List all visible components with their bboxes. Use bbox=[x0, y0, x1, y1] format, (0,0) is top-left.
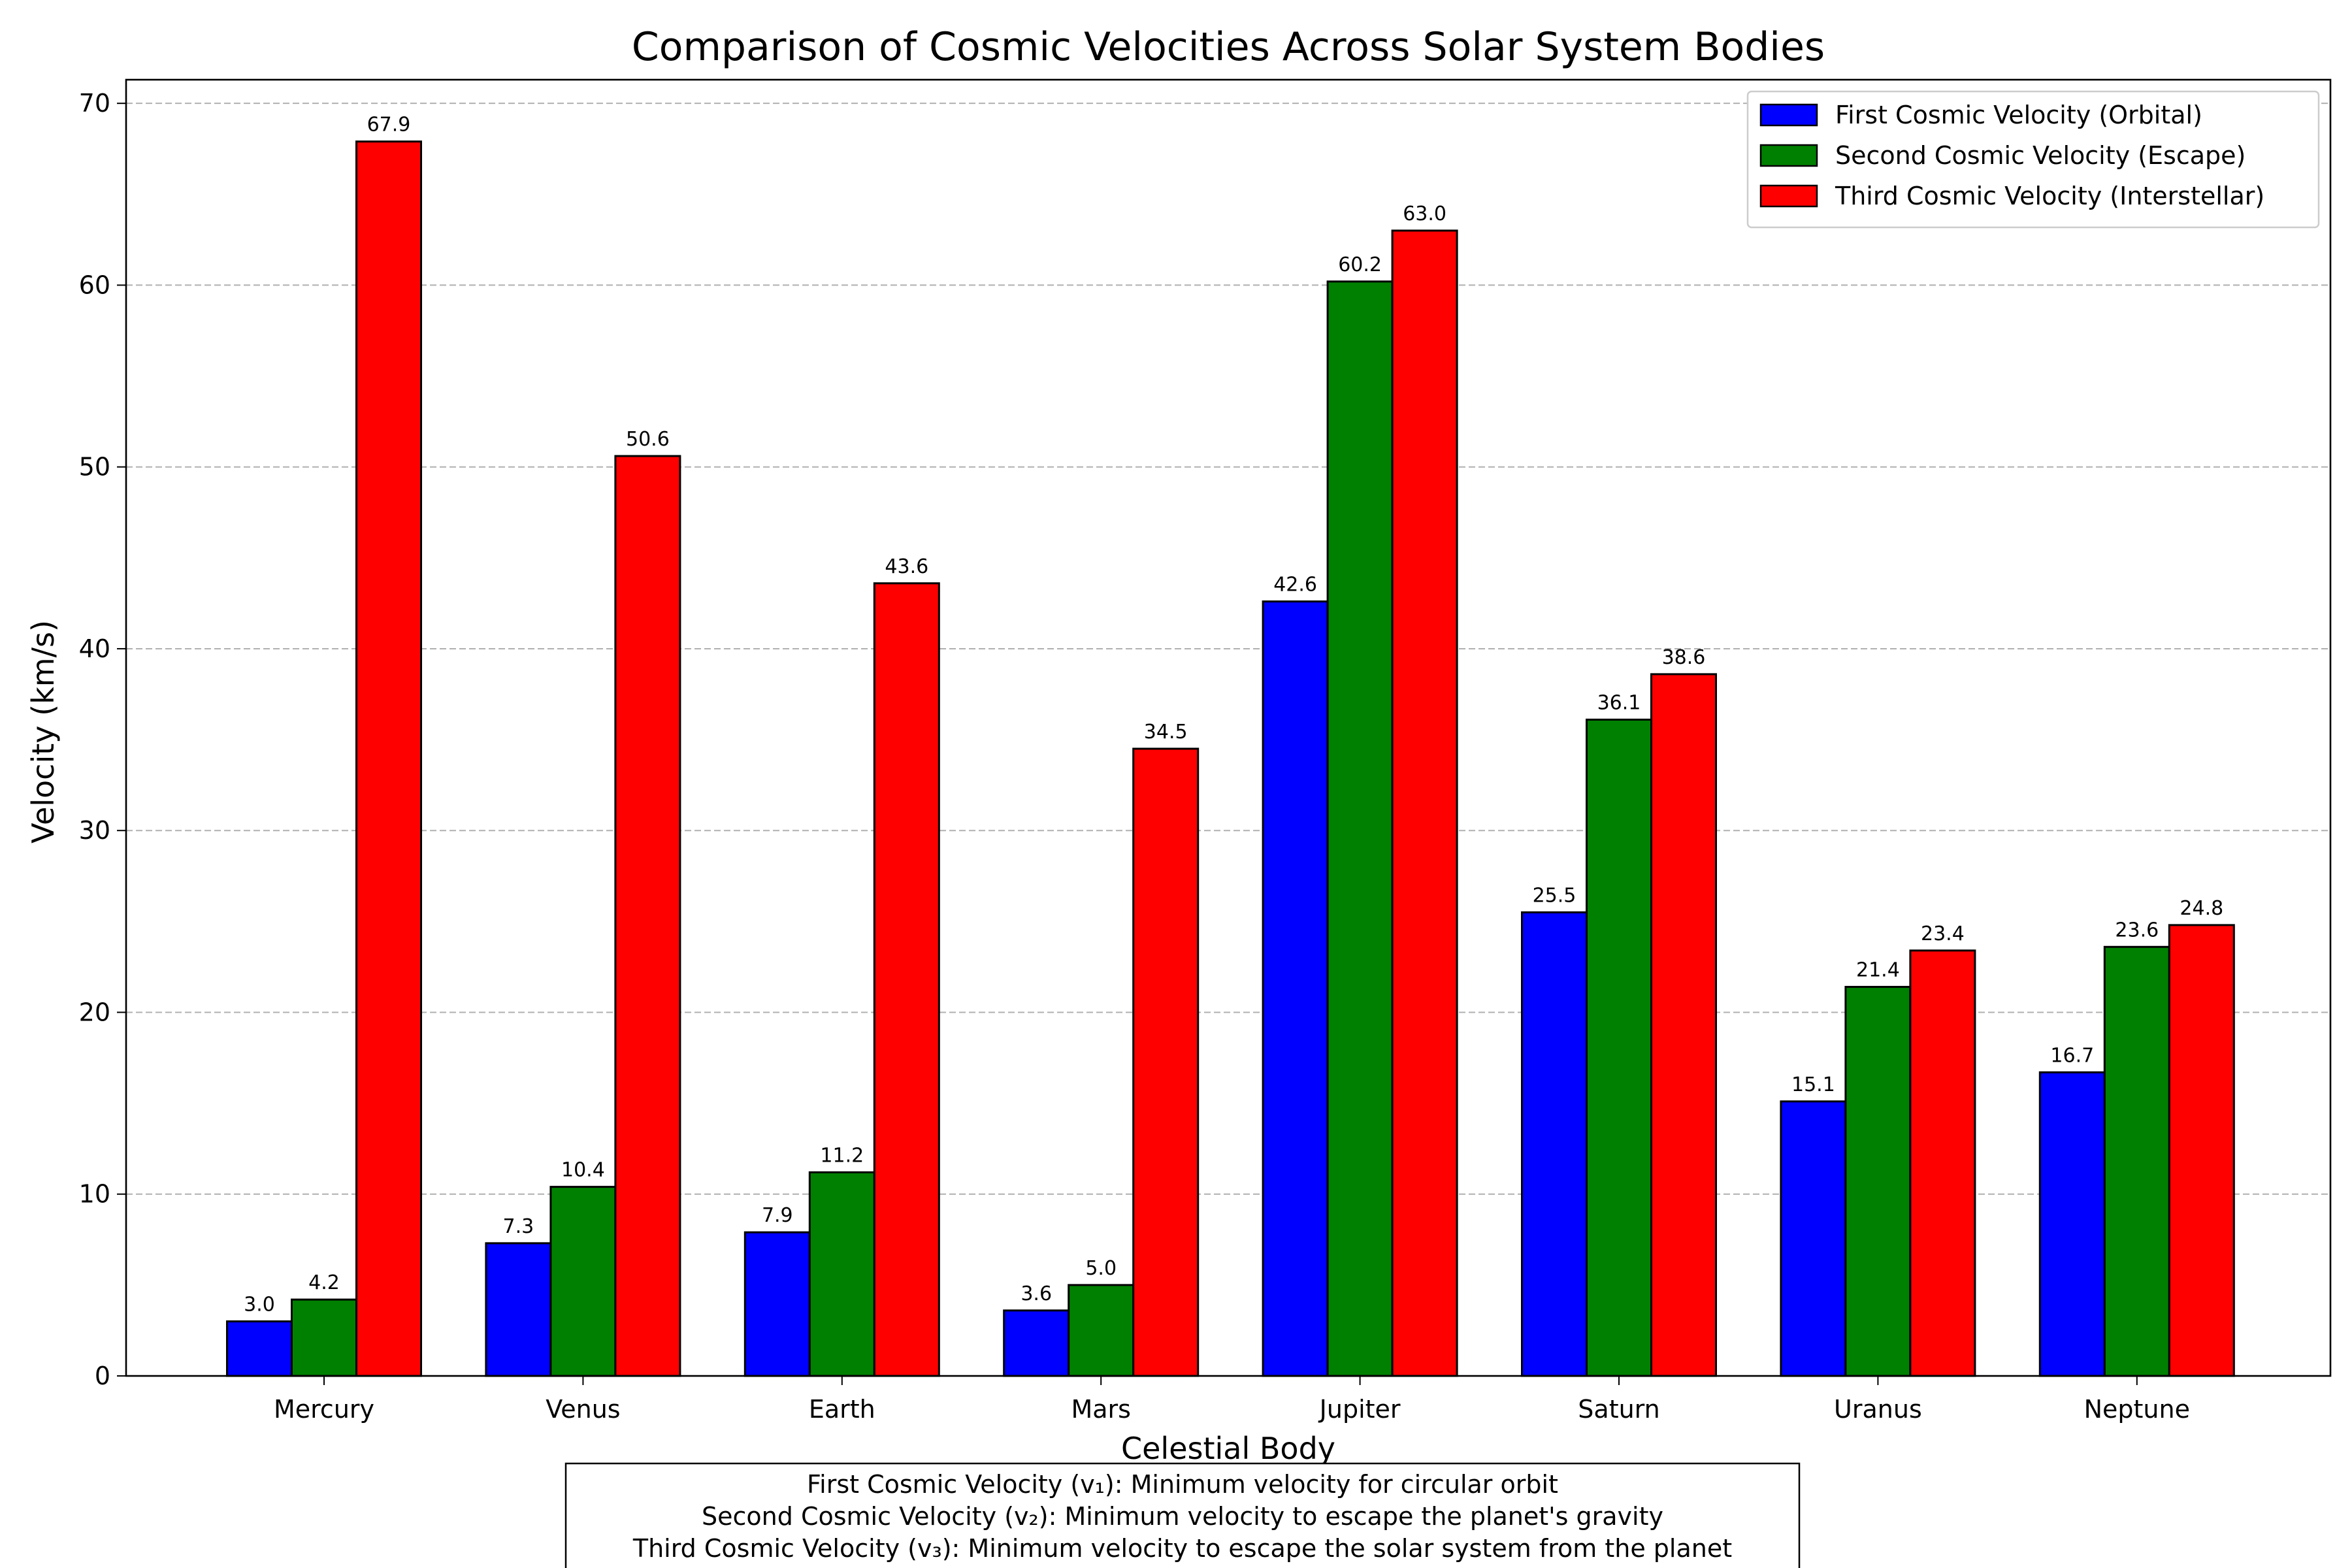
bar-earth-series-3 bbox=[873, 582, 940, 1377]
bar-mars-series-2 bbox=[1068, 1284, 1135, 1377]
data-label-uranus-series-1: 15.1 bbox=[1791, 1073, 1835, 1096]
legend-swatch-series-1 bbox=[1759, 103, 1818, 127]
legend-label-series-3: Third Cosmic Velocity (Interstellar) bbox=[1835, 182, 2264, 210]
data-label-earth-series-3: 43.6 bbox=[885, 555, 928, 578]
x-tick-label-mercury: Mercury bbox=[274, 1395, 374, 1424]
x-tick-label-jupiter: Jupiter bbox=[1318, 1395, 1401, 1424]
bar-jupiter-series-1 bbox=[1262, 600, 1329, 1377]
data-label-earth-series-2: 11.2 bbox=[820, 1144, 864, 1167]
bar-mercury-series-3 bbox=[355, 140, 422, 1377]
data-label-uranus-series-2: 21.4 bbox=[1856, 959, 1900, 982]
legend-label-series-1: First Cosmic Velocity (Orbital) bbox=[1835, 101, 2202, 129]
data-label-jupiter-series-3: 63.0 bbox=[1403, 203, 1446, 225]
data-label-saturn-series-2: 36.1 bbox=[1597, 691, 1641, 714]
data-label-mars-series-1: 3.6 bbox=[1021, 1282, 1052, 1305]
data-label-mercury-series-1: 3.0 bbox=[244, 1294, 275, 1316]
bar-neptune-series-1 bbox=[2038, 1071, 2106, 1377]
note-line-3: Third Cosmic Velocity (v₃): Minimum velo… bbox=[632, 1534, 1732, 1563]
data-labels: 3.0 7.3 7.9 3.6 42.6 25.5 15.1 16.7 4.2 10.4 11.2 5… bbox=[244, 114, 2223, 1316]
data-label-saturn-series-1: 25.5 bbox=[1533, 884, 1576, 907]
bar-venus-series-3 bbox=[614, 455, 681, 1377]
bar-earth-series-1 bbox=[743, 1231, 811, 1377]
bar-mars-series-3 bbox=[1132, 747, 1200, 1377]
legend-box bbox=[1746, 90, 2320, 229]
bar-saturn-series-3 bbox=[1650, 673, 1717, 1377]
tick-labels: 0 10 20 30 40 50 60 70 Mercury Venus Earth Mars Jupi… bbox=[79, 89, 2190, 1424]
bar-neptune-series-3 bbox=[2168, 924, 2235, 1377]
data-label-mercury-series-2: 4.2 bbox=[308, 1271, 340, 1294]
x-tick-label-earth: Earth bbox=[809, 1395, 875, 1424]
data-label-venus-series-1: 7.3 bbox=[503, 1215, 534, 1238]
y-tick-label-10: 10 bbox=[79, 1180, 110, 1209]
data-label-neptune-series-2: 23.6 bbox=[2115, 919, 2159, 941]
legend-swatch-series-3 bbox=[1759, 184, 1818, 208]
legend: First Cosmic Velocity (Orbital) Second Co… bbox=[1746, 90, 2320, 229]
bar-mercury-series-2 bbox=[291, 1298, 357, 1377]
bar-uranus-series-1 bbox=[1780, 1100, 1847, 1377]
y-tick-label-0: 0 bbox=[95, 1362, 110, 1390]
y-tick-label-30: 30 bbox=[79, 816, 110, 845]
data-label-venus-series-3: 50.6 bbox=[626, 428, 670, 451]
y-tick-label-50: 50 bbox=[79, 453, 110, 482]
grid-lines bbox=[126, 103, 2330, 1377]
y-tick-label-60: 60 bbox=[79, 270, 110, 299]
y-axis-title: Velocity (km/s) bbox=[25, 620, 61, 843]
data-label-uranus-series-3: 23.4 bbox=[1921, 923, 1965, 945]
bar-earth-series-2 bbox=[808, 1171, 875, 1377]
bars bbox=[226, 140, 2235, 1377]
x-tick-label-venus: Venus bbox=[546, 1395, 620, 1424]
bar-saturn-series-1 bbox=[1521, 911, 1588, 1377]
data-label-saturn-series-3: 38.6 bbox=[1662, 646, 1706, 669]
bar-saturn-series-2 bbox=[1586, 718, 1652, 1377]
bar-uranus-series-3 bbox=[1909, 949, 1976, 1377]
legend-swatch-series-2 bbox=[1759, 144, 1818, 167]
chart-title: Comparison of Cosmic Velocities Across S… bbox=[632, 24, 1825, 70]
plot-frame bbox=[125, 78, 2332, 1377]
x-tick-label-saturn: Saturn bbox=[1578, 1395, 1659, 1424]
x-tick-label-mars: Mars bbox=[1071, 1395, 1131, 1424]
note-line-2: Second Cosmic Velocity (v₂): Minimum vel… bbox=[702, 1502, 1663, 1531]
y-tick-label-20: 20 bbox=[79, 998, 110, 1026]
axes bbox=[117, 78, 2332, 1385]
data-label-mars-series-2: 5.0 bbox=[1085, 1257, 1117, 1280]
note-line-1: First Cosmic Velocity (v₁): Minimum velo… bbox=[807, 1470, 1558, 1499]
bar-venus-series-1 bbox=[485, 1242, 552, 1377]
definitions-note: First Cosmic Velocity (v₁): Minimum velo… bbox=[564, 1462, 1801, 1568]
note-box bbox=[564, 1462, 1801, 1568]
bar-jupiter-series-2 bbox=[1326, 280, 1394, 1377]
data-label-earth-series-1: 7.9 bbox=[762, 1204, 793, 1227]
data-label-venus-series-2: 10.4 bbox=[561, 1159, 605, 1182]
bar-venus-series-2 bbox=[549, 1186, 617, 1377]
data-label-neptune-series-1: 16.7 bbox=[2050, 1044, 2094, 1067]
data-label-neptune-series-3: 24.8 bbox=[2180, 897, 2223, 920]
bar-mercury-series-1 bbox=[226, 1320, 293, 1377]
bar-uranus-series-2 bbox=[1844, 986, 1912, 1377]
bar-mars-series-1 bbox=[1003, 1309, 1070, 1377]
y-tick-label-70: 70 bbox=[79, 89, 110, 118]
data-label-jupiter-series-1: 42.6 bbox=[1273, 574, 1317, 596]
y-tick-label-40: 40 bbox=[79, 634, 110, 663]
data-label-mars-series-3: 34.5 bbox=[1144, 721, 1188, 743]
data-label-jupiter-series-2: 60.2 bbox=[1338, 253, 1382, 276]
x-tick-label-uranus: Uranus bbox=[1834, 1395, 1922, 1424]
x-axis-title: Celestial Body bbox=[1121, 1431, 1335, 1466]
bar-neptune-series-2 bbox=[2103, 945, 2170, 1377]
legend-label-series-2: Second Cosmic Velocity (Escape) bbox=[1835, 141, 2246, 170]
data-label-mercury-series-3: 67.9 bbox=[367, 114, 411, 137]
x-tick-label-neptune: Neptune bbox=[2084, 1395, 2190, 1424]
bar-jupiter-series-3 bbox=[1391, 229, 1458, 1377]
